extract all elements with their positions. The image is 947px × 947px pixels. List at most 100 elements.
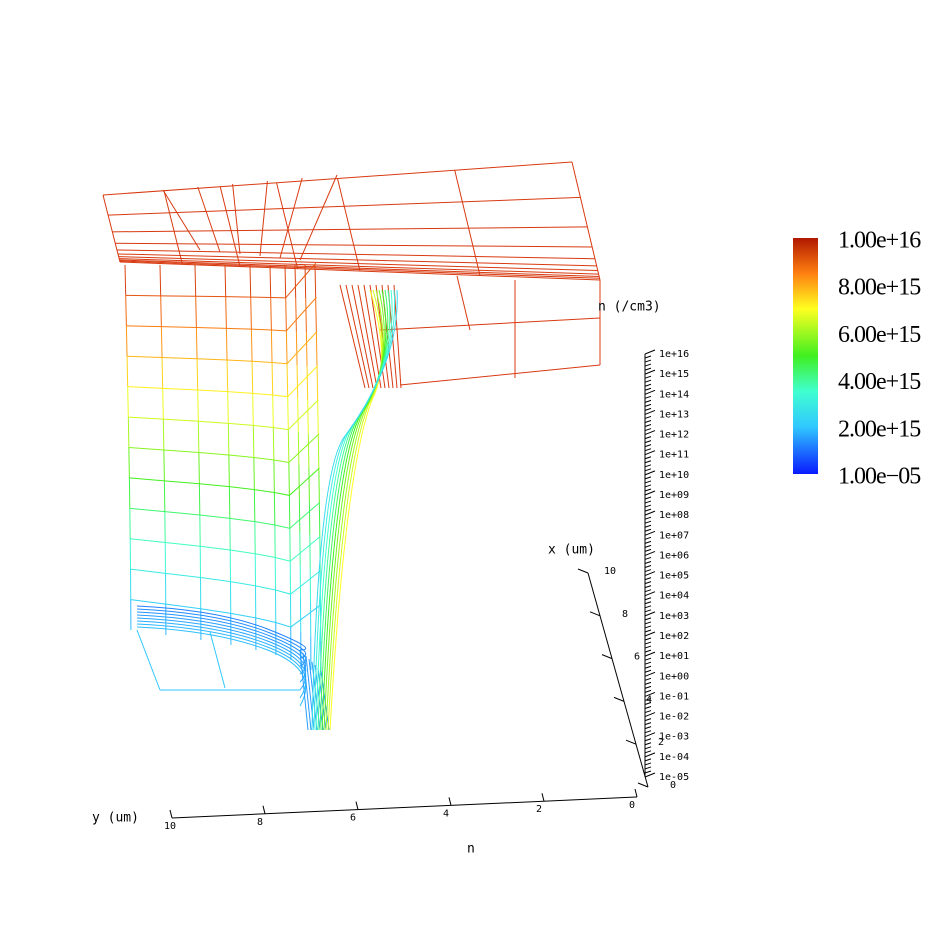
z-tick: [644, 712, 656, 718]
z-minor-tick: [644, 359, 652, 363]
mesh-line: [125, 295, 127, 326]
z-minor-tick: [644, 488, 652, 492]
mesh-line: [325, 289, 384, 731]
colorbar-label: 8.00e+15: [838, 275, 921, 301]
mesh-line: [270, 329, 273, 363]
z-minor-tick: [644, 677, 652, 681]
mesh-line: [317, 401, 319, 436]
z-tick: [644, 691, 656, 697]
z-minor-tick: [644, 766, 652, 770]
mesh-line: [129, 501, 321, 529]
z-minor-tick: [644, 556, 652, 560]
z-minor-tick: [644, 746, 652, 750]
z-minor-tick: [644, 387, 652, 391]
z-minor-tick: [644, 428, 652, 432]
mesh-line: [163, 190, 183, 265]
mesh-line: [319, 289, 389, 731]
z-minor-tick: [644, 420, 652, 423]
mesh-line: [317, 435, 320, 471]
z-minor-tick: [644, 609, 652, 613]
z-minor-tick: [644, 456, 652, 460]
z-minor-tick: [644, 641, 652, 645]
x-tick-label: 8: [622, 609, 628, 620]
z-tick: [644, 752, 656, 758]
z-minor-tick: [644, 621, 652, 625]
z-tick: [644, 470, 656, 476]
z-tick: [644, 490, 656, 496]
mesh-line: [252, 393, 254, 426]
mesh-line: [224, 264, 227, 297]
surface-mesh: [102, 161, 601, 731]
mesh-line: [136, 626, 307, 707]
mesh-line: [116, 249, 595, 260]
z-tick-label: 1e+05: [659, 571, 689, 582]
x-axis-label: x (um): [548, 543, 595, 558]
z-minor-tick: [644, 597, 652, 601]
y-tick: [448, 797, 452, 806]
z-minor-tick: [644, 762, 652, 766]
x-axis: [587, 572, 649, 788]
mesh-line: [271, 362, 274, 396]
mesh-line: [118, 256, 598, 272]
mesh-line: [128, 399, 319, 431]
z-tick-label: 1e+08: [659, 510, 689, 521]
mesh-line: [306, 366, 309, 401]
mesh-line: [357, 284, 378, 389]
mesh-line: [228, 454, 230, 487]
mesh-line: [454, 170, 481, 276]
y-tick: [541, 793, 545, 802]
z-minor-tick: [644, 629, 652, 633]
mesh-line: [124, 264, 127, 296]
z-tick-label: 1e+15: [659, 369, 689, 380]
z-minor-tick: [644, 565, 652, 568]
mesh-line: [119, 259, 600, 277]
mesh-line: [136, 605, 307, 651]
z-minor-tick: [644, 460, 652, 464]
z-tick-label: 1e+13: [659, 409, 689, 420]
z-tick-label: 1e+16: [659, 349, 689, 360]
mesh-line: [219, 186, 241, 267]
mesh-line: [456, 275, 471, 331]
z-minor-tick: [644, 540, 652, 544]
mesh-line: [117, 253, 597, 267]
mesh-line: [115, 242, 593, 248]
z-minor-tick: [644, 544, 652, 548]
mesh-line: [287, 429, 290, 463]
mesh-line: [125, 325, 128, 357]
z-tick: [644, 591, 656, 597]
z-tick-label: 1e-01: [659, 691, 689, 702]
mesh-line: [571, 161, 601, 281]
mesh-line: [127, 365, 319, 398]
z-minor-tick: [644, 440, 652, 444]
mesh-line: [250, 297, 252, 330]
mesh-line: [136, 614, 307, 675]
mesh-line: [125, 262, 317, 299]
mesh-line: [102, 161, 573, 196]
z-minor-tick: [644, 722, 652, 726]
mesh-line: [197, 389, 199, 422]
z-minor-tick: [644, 750, 652, 754]
mesh-line: [317, 289, 391, 731]
mesh-line: [127, 417, 130, 448]
mesh-line: [197, 186, 221, 253]
z-tick: [644, 651, 656, 657]
mesh-line: [197, 421, 200, 453]
z-minor-tick: [644, 508, 652, 512]
mesh-line: [307, 433, 310, 468]
mesh-line: [136, 629, 161, 691]
y-axis-label: y (um): [92, 811, 139, 826]
mesh-line: [136, 611, 307, 667]
z-tick-label: 1e+12: [659, 430, 689, 441]
z-minor-tick: [644, 355, 652, 359]
x-tick-label: 6: [634, 652, 640, 663]
mesh-line: [276, 182, 299, 269]
colorbar-label: 6.00e+15: [838, 322, 921, 348]
z-minor-tick: [644, 403, 652, 407]
mesh-line: [321, 289, 387, 731]
z-minor-tick: [644, 496, 652, 500]
z-minor-tick: [644, 367, 652, 371]
mesh-line: [250, 329, 253, 362]
z-minor-tick: [644, 645, 652, 649]
z-tick-label: 1e-05: [659, 772, 689, 783]
